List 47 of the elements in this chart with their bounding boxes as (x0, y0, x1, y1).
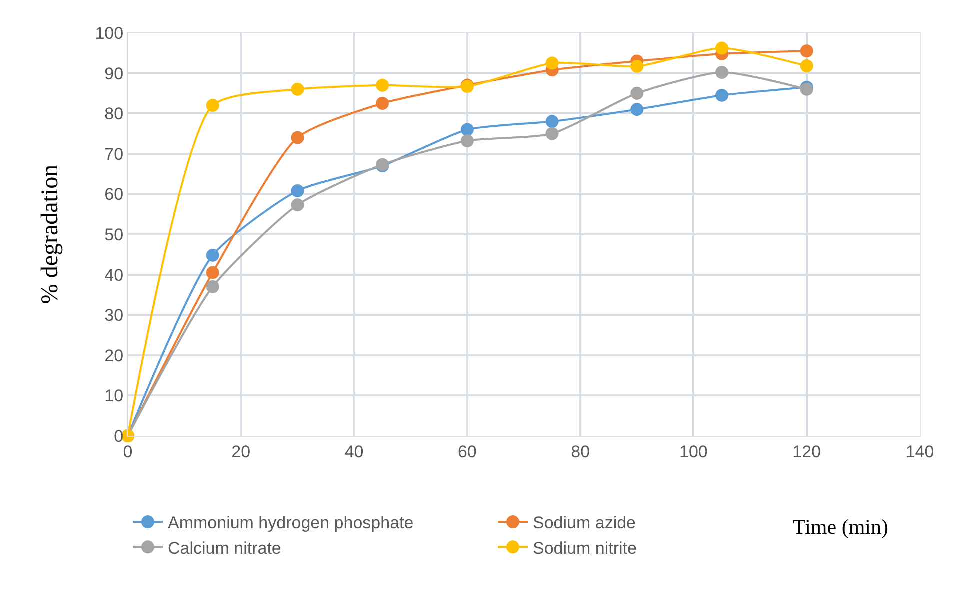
point (630, 86, 644, 100)
legend-label: Calcium nitrate (168, 538, 282, 558)
y-tick-label: 80 (104, 104, 124, 124)
point (206, 266, 220, 280)
legend-label: Ammonium hydrogen phosphate (168, 514, 414, 533)
x-tick-label: 80 (571, 442, 590, 462)
y-tick-label: 100 (95, 24, 124, 43)
y-axis-title: % degradation (37, 164, 64, 304)
legend-label: Sodium nitrite (533, 538, 637, 558)
point (800, 60, 814, 73)
x-axis-title: Time (min) (793, 515, 888, 539)
point (546, 56, 559, 70)
point (630, 60, 644, 73)
point (376, 78, 390, 92)
y-tick-label: 70 (104, 144, 124, 164)
y-tick-label: 10 (104, 386, 124, 406)
point (460, 123, 474, 136)
point (546, 127, 559, 140)
point (460, 134, 474, 148)
x-tick-label: 120 (792, 442, 822, 462)
y-tick-label: 20 (104, 346, 124, 366)
point (291, 184, 304, 198)
x-tick-label: 100 (680, 442, 708, 462)
point (716, 42, 728, 55)
x-tick-label: 20 (232, 442, 251, 462)
y-tick-label: 50 (104, 225, 124, 244)
point (206, 99, 220, 112)
point (630, 103, 644, 116)
y-tick-label: 60 (104, 185, 124, 204)
point (546, 115, 559, 128)
point (800, 44, 814, 58)
point (716, 66, 728, 79)
x-tick-label: 140 (906, 442, 934, 462)
point (716, 88, 728, 102)
point (291, 131, 304, 144)
x-tick-label: 40 (344, 442, 364, 462)
y-tick-label: 0 (114, 426, 124, 446)
point (206, 280, 220, 294)
point (291, 198, 304, 212)
point (291, 82, 304, 96)
y-tick-label: 40 (104, 266, 124, 285)
point (376, 97, 390, 110)
x-tick-label: 60 (458, 442, 477, 462)
y-tick-label: 90 (104, 64, 124, 84)
legend-label: Sodium azide (533, 514, 636, 533)
point (206, 248, 220, 262)
y-tick-label: 30 (104, 306, 124, 326)
